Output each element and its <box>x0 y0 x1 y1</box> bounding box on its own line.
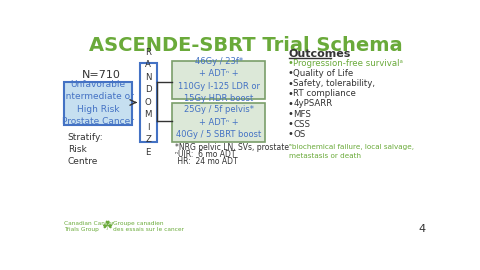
Text: HR:  24 mo ADT: HR: 24 mo ADT <box>175 157 237 166</box>
Text: ASCENDE-SBRT Trial Schema: ASCENDE-SBRT Trial Schema <box>89 36 403 55</box>
Text: •: • <box>288 68 294 78</box>
Text: Unfavorable
Intermediate or
High Risk
Prostate Cancer: Unfavorable Intermediate or High Risk Pr… <box>62 80 134 126</box>
Text: •: • <box>288 58 294 68</box>
Text: ☘: ☘ <box>101 220 112 233</box>
Text: OS: OS <box>293 130 306 139</box>
Text: Canadian Cancer
Trials Group: Canadian Cancer Trials Group <box>64 221 114 232</box>
Text: •: • <box>288 129 294 139</box>
Text: N=710: N=710 <box>82 70 120 80</box>
FancyBboxPatch shape <box>172 103 265 142</box>
Text: Progression-free survivalᵃ: Progression-free survivalᵃ <box>293 59 403 68</box>
Text: 4yPSARR: 4yPSARR <box>293 99 333 108</box>
Text: 25Gy / 5f pelvis*
+ ADTⁿ +
40Gy / 5 SBRT boost: 25Gy / 5f pelvis* + ADTⁿ + 40Gy / 5 SBRT… <box>176 106 262 140</box>
Text: 4: 4 <box>419 224 426 234</box>
Text: Quality of Life: Quality of Life <box>293 69 354 78</box>
Text: Groupe canadien
des essais sur le cancer: Groupe canadien des essais sur le cancer <box>113 221 184 232</box>
Text: RT compliance: RT compliance <box>293 89 356 98</box>
FancyBboxPatch shape <box>172 61 265 99</box>
FancyBboxPatch shape <box>64 82 132 125</box>
Text: R
A
N
D
O
M
I
Z
E: R A N D O M I Z E <box>144 48 152 157</box>
Text: •: • <box>288 119 294 129</box>
Text: MFS: MFS <box>293 110 311 119</box>
Text: •: • <box>288 79 294 89</box>
FancyBboxPatch shape <box>140 63 157 142</box>
Text: Safety, tolerability,: Safety, tolerability, <box>293 79 375 88</box>
Text: 46Gy / 23f*
+ ADTⁿ +
110Gy I-125 LDR or
15Gy HDR boost: 46Gy / 23f* + ADTⁿ + 110Gy I-125 LDR or … <box>178 57 260 103</box>
Text: *NRG pelvic LN, SVs, prostate: *NRG pelvic LN, SVs, prostate <box>175 143 288 152</box>
Text: Outcomes: Outcomes <box>288 49 351 59</box>
Text: ᵃbiochemical failure, local salvage,
metastasis or death: ᵃbiochemical failure, local salvage, met… <box>288 144 414 159</box>
Text: ⁿUIR:  6 mo ADT: ⁿUIR: 6 mo ADT <box>175 150 235 159</box>
Text: CSS: CSS <box>293 120 310 129</box>
Text: •: • <box>288 109 294 119</box>
Text: Stratify:
Risk
Centre: Stratify: Risk Centre <box>68 133 103 167</box>
Text: •: • <box>288 99 294 109</box>
Text: •: • <box>288 89 294 99</box>
